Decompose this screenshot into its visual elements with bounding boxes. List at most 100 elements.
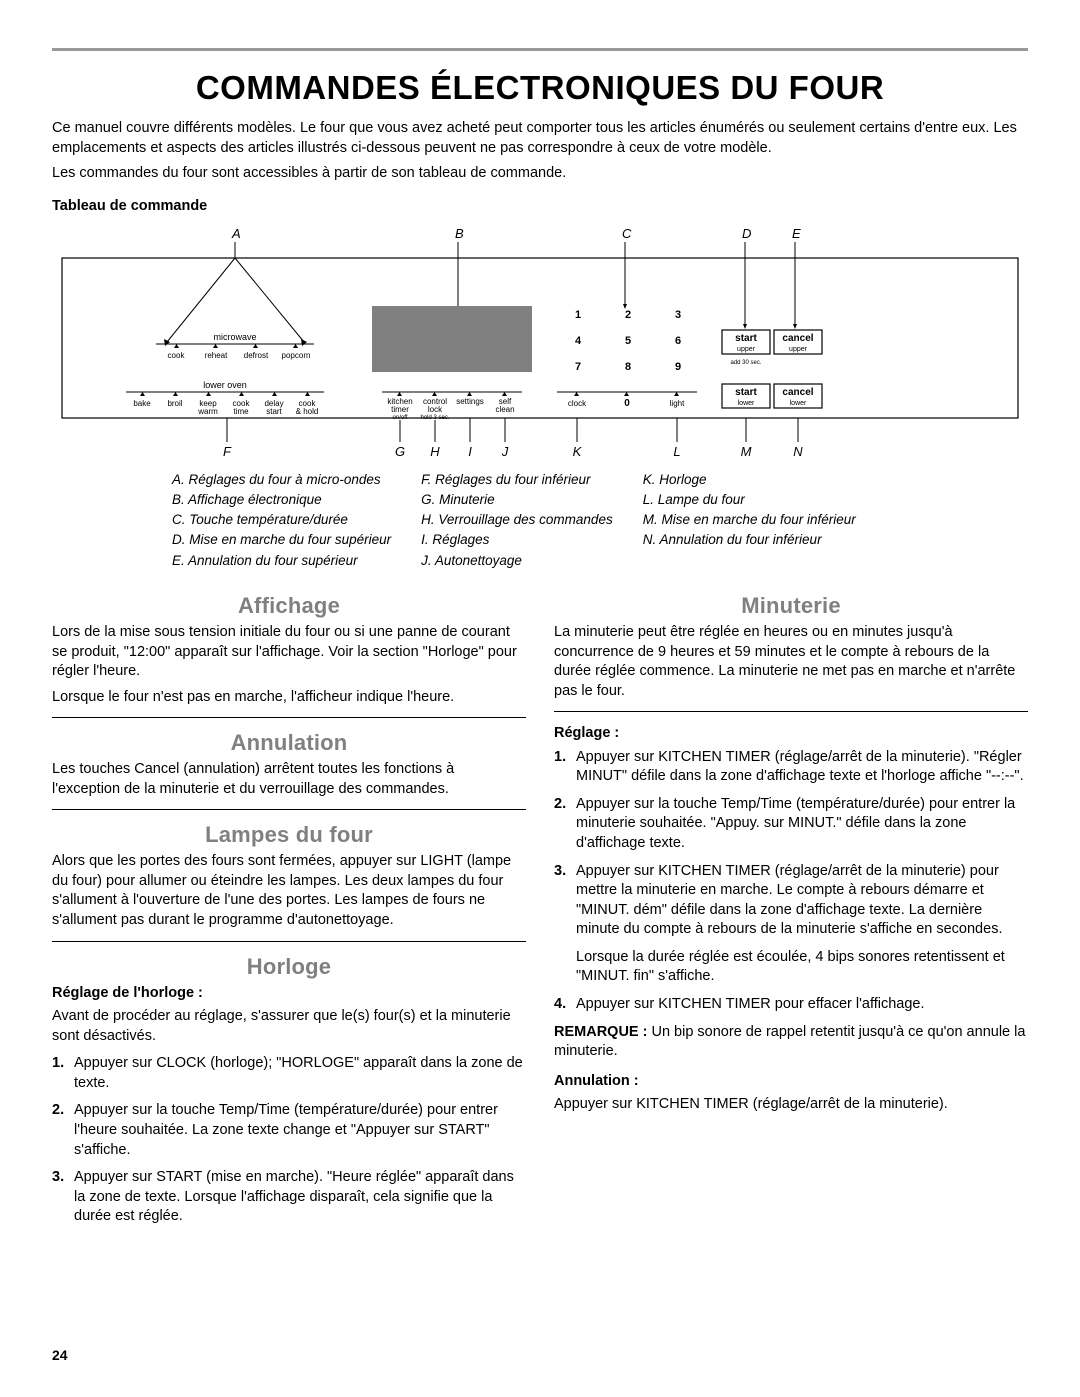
panel-heading: Tableau de commande bbox=[52, 198, 1028, 214]
legend-item: B. Affichage électronique bbox=[172, 490, 391, 510]
svg-text:0: 0 bbox=[624, 398, 630, 409]
divider bbox=[554, 711, 1028, 712]
legend-item: F. Réglages du four inférieur bbox=[421, 470, 613, 490]
divider bbox=[52, 941, 526, 942]
divider bbox=[52, 717, 526, 718]
svg-text:lower: lower bbox=[790, 400, 807, 407]
label-I: I bbox=[468, 444, 472, 459]
page-title: COMMANDES ÉLECTRONIQUES DU FOUR bbox=[52, 69, 1028, 107]
legend-item: E. Annulation du four supérieur bbox=[172, 551, 391, 571]
minuterie-last: Appuyer sur KITCHEN TIMER (réglage/arrêt… bbox=[554, 1095, 1028, 1115]
svg-text:start: start bbox=[735, 387, 757, 398]
electronic-display bbox=[372, 306, 532, 372]
svg-text:upper: upper bbox=[737, 346, 756, 353]
list-item: Appuyer sur la touche Temp/Time (tempéra… bbox=[52, 1101, 526, 1160]
intro-paragraph-1: Ce manuel couvre différents modèles. Le … bbox=[52, 119, 1028, 158]
label-G: G bbox=[395, 444, 405, 459]
list-item: Appuyer sur la touche Temp/Time (tempéra… bbox=[554, 795, 1028, 854]
legend-item: M. Mise en marche du four inférieur bbox=[643, 510, 856, 530]
svg-text:clean: clean bbox=[495, 405, 514, 414]
section-horloge: Horloge bbox=[52, 954, 526, 980]
panel-border bbox=[62, 258, 1018, 418]
minuterie-steps: Appuyer sur KITCHEN TIMER (réglage/arrêt… bbox=[554, 748, 1028, 940]
svg-text:1: 1 bbox=[575, 309, 581, 321]
svg-text:start: start bbox=[735, 333, 757, 344]
horloge-steps: Appuyer sur CLOCK (horloge); "HORLOGE" a… bbox=[52, 1054, 526, 1227]
svg-text:reheat: reheat bbox=[205, 351, 228, 360]
svg-text:broil: broil bbox=[167, 399, 182, 408]
svg-text:cancel: cancel bbox=[782, 387, 813, 398]
svg-text:2: 2 bbox=[625, 309, 631, 321]
legend-item: A. Réglages du four à micro-ondes bbox=[172, 470, 391, 490]
label-M: M bbox=[741, 444, 752, 459]
legend-item: C. Touche température/durée bbox=[172, 510, 391, 530]
label-L: L bbox=[673, 444, 680, 459]
label-N: N bbox=[793, 444, 803, 459]
svg-text:9: 9 bbox=[675, 361, 681, 373]
legend-item: L. Lampe du four bbox=[643, 490, 856, 510]
svg-text:3: 3 bbox=[675, 309, 681, 321]
svg-text:timer: timer bbox=[391, 405, 409, 414]
horloge-intro: Avant de procéder au réglage, s'assurer … bbox=[52, 1007, 526, 1046]
lower-oven-label: lower oven bbox=[203, 380, 247, 390]
svg-text:4: 4 bbox=[575, 335, 582, 347]
section-minuterie: Minuterie bbox=[554, 593, 1028, 619]
label-A: A bbox=[231, 226, 241, 241]
svg-text:8: 8 bbox=[625, 361, 631, 373]
section-annulation: Annulation bbox=[52, 730, 526, 756]
svg-text:clock: clock bbox=[568, 399, 587, 408]
keypad: 1 2 3 4 5 6 7 8 9 bbox=[575, 309, 681, 373]
svg-text:popcorn: popcorn bbox=[282, 351, 311, 360]
legend-item: N. Annulation du four inférieur bbox=[643, 530, 856, 550]
label-D: D bbox=[742, 226, 751, 241]
svg-text:add 30 sec.: add 30 sec. bbox=[730, 360, 761, 366]
label-H: H bbox=[430, 444, 440, 459]
list-item: Appuyer sur KITCHEN TIMER (réglage/arrêt… bbox=[554, 748, 1028, 787]
label-K: K bbox=[573, 444, 583, 459]
lower-oven-buttons: bake broil keep warm cook time delay sta… bbox=[133, 392, 318, 416]
svg-text:cook: cook bbox=[168, 351, 186, 360]
left-column: Affichage Lors de la mise sous tension i… bbox=[52, 593, 526, 1235]
svg-text:bake: bake bbox=[133, 399, 151, 408]
diagram-legend: A. Réglages du four à micro-ondes B. Aff… bbox=[172, 470, 1028, 571]
label-B: B bbox=[455, 226, 464, 241]
minuterie-sub1: Réglage : bbox=[554, 724, 1028, 744]
legend-item: J. Autonettoyage bbox=[421, 551, 613, 571]
svg-text:6: 6 bbox=[675, 335, 681, 347]
affichage-p2: Lorsque le four n'est pas en marche, l'a… bbox=[52, 688, 526, 708]
section-affichage: Affichage bbox=[52, 593, 526, 619]
svg-text:light: light bbox=[670, 399, 685, 408]
svg-text:defrost: defrost bbox=[244, 351, 269, 360]
minuterie-after3: Lorsque la durée réglée est écoulée, 4 b… bbox=[554, 948, 1028, 987]
remarque-label: REMARQUE : bbox=[554, 1024, 647, 1040]
svg-text:5: 5 bbox=[625, 335, 631, 347]
svg-text:cancel: cancel bbox=[782, 333, 813, 344]
intro-paragraph-2: Les commandes du four sont accessibles à… bbox=[52, 164, 1028, 184]
horloge-sub: Réglage de l'horloge : bbox=[52, 984, 526, 1004]
legend-col-1: A. Réglages du four à micro-ondes B. Aff… bbox=[172, 470, 391, 571]
divider bbox=[52, 809, 526, 810]
legend-item: K. Horloge bbox=[643, 470, 856, 490]
svg-text:warm: warm bbox=[197, 407, 218, 416]
center-buttons: kitchen timer on/off control lock hold 3… bbox=[387, 392, 514, 421]
list-item: Appuyer sur START (mise en marche). "Heu… bbox=[52, 1168, 526, 1227]
page-number: 24 bbox=[52, 1347, 68, 1363]
legend-item: D. Mise en marche du four supérieur bbox=[172, 530, 391, 550]
svg-text:lock: lock bbox=[428, 405, 443, 414]
minuterie-sub2: Annulation : bbox=[554, 1072, 1028, 1092]
svg-text:lower: lower bbox=[738, 400, 755, 407]
top-rule bbox=[52, 48, 1028, 51]
legend-item: H. Verrouillage des commandes bbox=[421, 510, 613, 530]
minuterie-remarque: REMARQUE : Un bip sonore de rappel reten… bbox=[554, 1023, 1028, 1062]
microwave-label: microwave bbox=[213, 332, 256, 342]
lampes-p1: Alors que les portes des fours sont ferm… bbox=[52, 852, 526, 930]
control-panel-diagram: A B C D E microwave cook reheat defrost … bbox=[52, 220, 1028, 460]
list-item: Appuyer sur CLOCK (horloge); "HORLOGE" a… bbox=[52, 1054, 526, 1093]
list-item: Appuyer sur KITCHEN TIMER pour effacer l… bbox=[554, 995, 1028, 1015]
legend-col-3: K. Horloge L. Lampe du four M. Mise en m… bbox=[643, 470, 856, 571]
label-C: C bbox=[622, 226, 632, 241]
label-J: J bbox=[501, 444, 509, 459]
svg-text:7: 7 bbox=[575, 361, 581, 373]
legend-col-2: F. Réglages du four inférieur G. Minuter… bbox=[421, 470, 613, 571]
svg-text:settings: settings bbox=[456, 397, 484, 406]
